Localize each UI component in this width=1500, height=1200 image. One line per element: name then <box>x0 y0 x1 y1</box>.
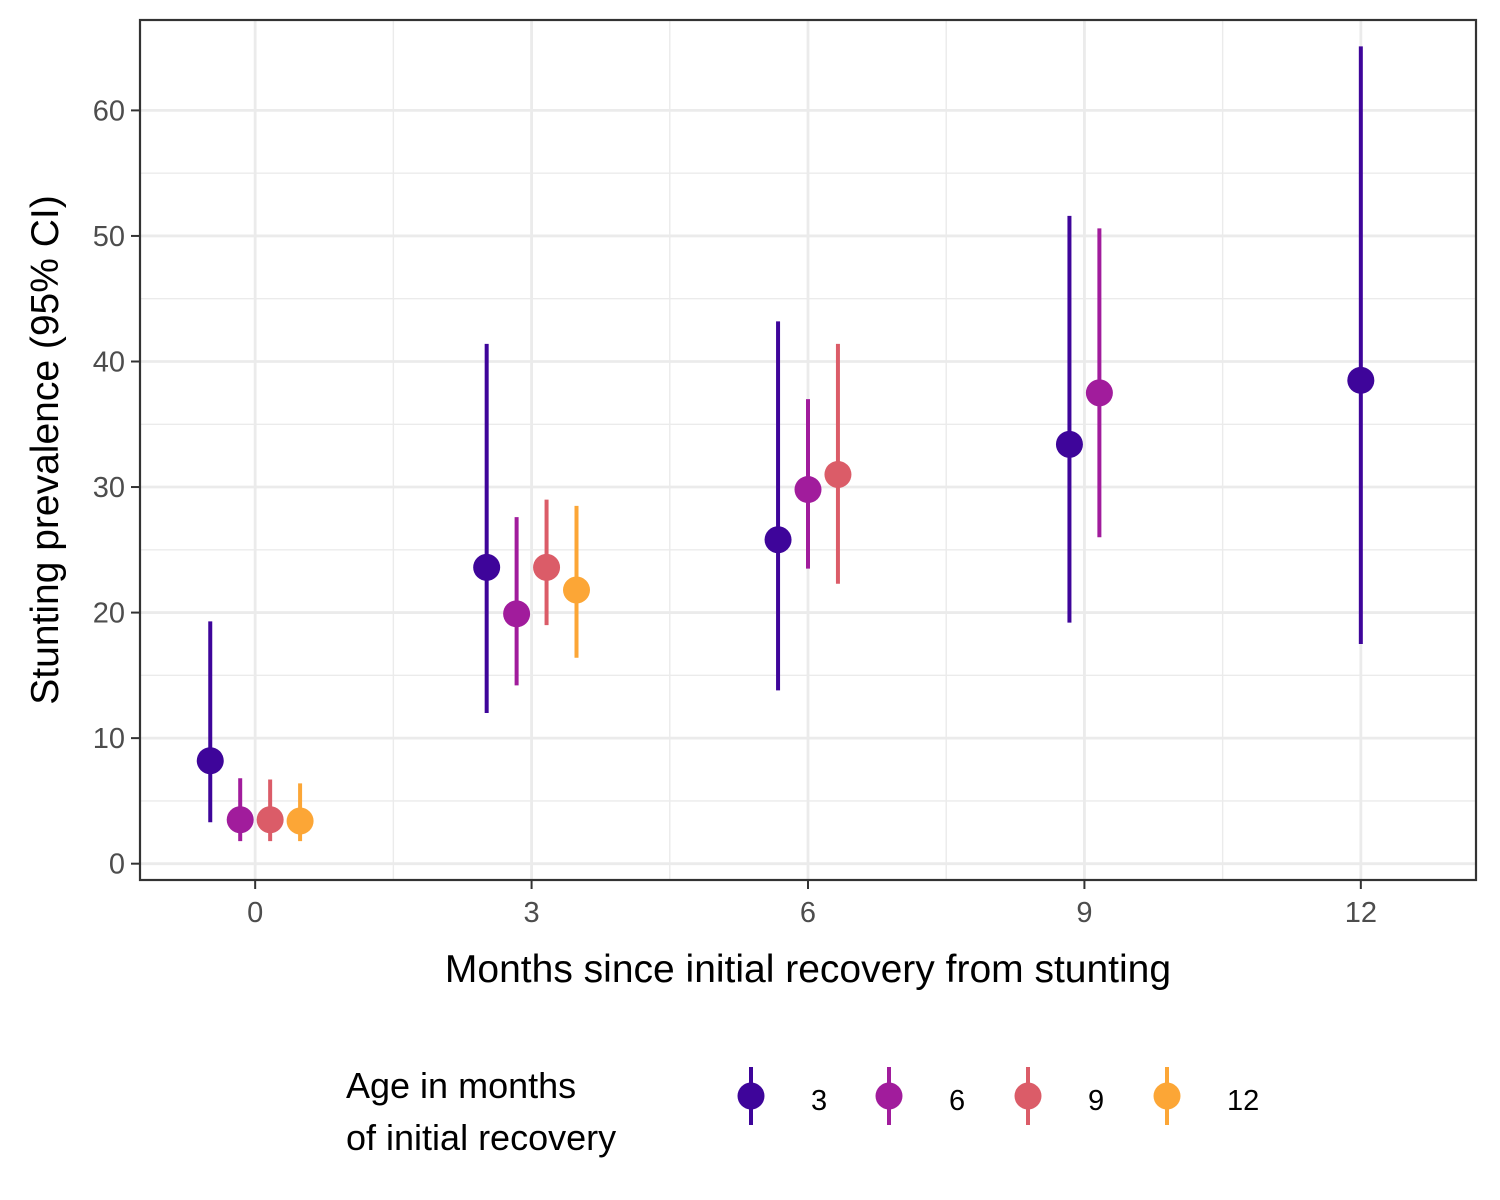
x-axis-title: Months since initial recovery from stunt… <box>445 948 1171 991</box>
x-tick-label: 6 <box>800 897 816 929</box>
data-point <box>286 807 314 835</box>
data-point <box>473 553 501 581</box>
y-tick-label: 40 <box>93 346 125 378</box>
data-point <box>256 806 284 834</box>
y-tick-label: 20 <box>93 598 125 630</box>
y-tick-label: 60 <box>93 95 125 127</box>
legend-key-point <box>1014 1082 1042 1110</box>
series-3 <box>196 46 1375 823</box>
legend-key-point <box>737 1082 765 1110</box>
y-axis-title: Stunting prevalence (95% CI) <box>24 195 67 704</box>
legend-label: 6 <box>949 1085 965 1117</box>
legend-key-12: 12 <box>1153 1067 1259 1125</box>
y-tick-label: 10 <box>93 723 125 755</box>
legend-key-6: 6 <box>875 1067 965 1125</box>
data-point <box>1055 430 1083 458</box>
y-tick-label: 50 <box>93 221 125 253</box>
x-axis: 0 3 6 9 12 <box>247 880 1377 929</box>
series-9 <box>256 343 852 842</box>
series-6 <box>226 228 1113 842</box>
legend: Age in months of initial recovery 3 6 9 12 <box>346 1065 1259 1158</box>
data-marks <box>196 46 1375 842</box>
legend-key-9: 9 <box>1014 1067 1104 1125</box>
legend-key-3: 3 <box>737 1067 827 1125</box>
data-point <box>824 460 852 488</box>
legend-title-line-1: Age in months <box>346 1065 576 1106</box>
legend-label: 9 <box>1088 1085 1104 1117</box>
legend-label: 3 <box>811 1085 827 1117</box>
data-point <box>764 526 792 554</box>
data-point <box>196 747 224 775</box>
x-tick-label: 0 <box>247 897 263 929</box>
data-point <box>1085 379 1113 407</box>
y-tick-label: 30 <box>93 472 125 504</box>
data-point <box>794 476 822 504</box>
data-point <box>503 600 531 628</box>
series-12 <box>286 505 591 842</box>
legend-keys: 3 6 9 12 <box>737 1067 1259 1125</box>
data-point <box>533 553 561 581</box>
y-axis: 0 10 20 30 40 50 60 <box>93 95 140 881</box>
data-point <box>226 806 254 834</box>
x-tick-label: 12 <box>1345 897 1377 929</box>
y-tick-label: 0 <box>109 849 125 881</box>
data-point <box>563 576 591 604</box>
legend-key-point <box>875 1082 903 1110</box>
legend-title-line-2: of initial recovery <box>346 1117 616 1158</box>
data-point <box>1347 366 1375 394</box>
legend-label: 12 <box>1227 1085 1259 1117</box>
legend-key-point <box>1153 1082 1181 1110</box>
x-tick-label: 9 <box>1076 897 1092 929</box>
x-tick-label: 3 <box>524 897 540 929</box>
